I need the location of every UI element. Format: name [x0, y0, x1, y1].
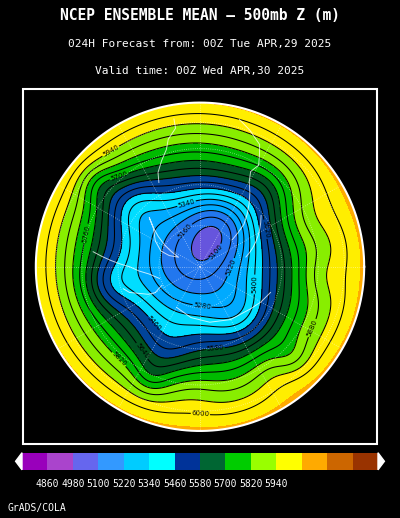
Point [197, 263, 203, 271]
Point [197, 263, 203, 271]
Point [197, 263, 203, 271]
Text: 5760: 5760 [81, 224, 91, 243]
Text: 5820: 5820 [110, 351, 127, 368]
Bar [200, 453, 226, 470]
Text: 5280: 5280 [193, 302, 211, 310]
Text: 5220: 5220 [225, 258, 237, 277]
Text: 5460: 5460 [163, 480, 186, 490]
Point [197, 263, 203, 271]
Text: 5940: 5940 [264, 480, 288, 490]
Text: 5400: 5400 [251, 276, 258, 293]
Point [197, 263, 203, 271]
Bar [327, 453, 352, 470]
Polygon shape [16, 453, 22, 470]
Point [197, 263, 203, 271]
Text: 024H Forecast from: 00Z Tue APR,29 2025: 024H Forecast from: 00Z Tue APR,29 2025 [68, 38, 332, 49]
Bar [149, 453, 174, 470]
Point [197, 263, 203, 271]
Point [197, 263, 203, 271]
Point [197, 263, 203, 271]
Point [197, 263, 203, 271]
Point [197, 263, 203, 271]
Text: 5580: 5580 [206, 345, 224, 352]
Bar [22, 453, 48, 470]
Text: 4980: 4980 [61, 480, 85, 490]
Polygon shape [378, 453, 384, 470]
Point [197, 263, 203, 271]
Point [197, 263, 203, 271]
Bar [174, 453, 200, 470]
Point [197, 263, 203, 271]
Point [197, 263, 203, 271]
Point [197, 263, 203, 271]
Point [197, 263, 203, 271]
Text: 5820: 5820 [239, 480, 263, 490]
Point [197, 263, 203, 271]
Bar [48, 453, 73, 470]
Text: 5940: 5940 [102, 144, 120, 158]
Point [197, 263, 203, 271]
Text: Valid time: 00Z Wed APR,30 2025: Valid time: 00Z Wed APR,30 2025 [95, 66, 305, 76]
Text: 5340: 5340 [177, 198, 196, 209]
Text: GrADS/COLA: GrADS/COLA [8, 503, 67, 513]
Bar [226, 453, 251, 470]
Point [197, 263, 203, 271]
Point [197, 263, 203, 271]
Point [197, 263, 203, 271]
Point [197, 263, 203, 271]
Text: 5640: 5640 [134, 342, 150, 360]
Text: 5160: 5160 [177, 222, 193, 240]
Text: 5700: 5700 [214, 480, 237, 490]
Bar [73, 453, 98, 470]
Bar [276, 453, 302, 470]
Bar [251, 453, 276, 470]
Text: 5100: 5100 [208, 243, 224, 261]
Point [197, 263, 203, 271]
Point [197, 263, 203, 271]
Text: 5220: 5220 [112, 480, 136, 490]
Point [197, 263, 203, 271]
Bar [124, 453, 149, 470]
Point [197, 263, 203, 271]
Point [197, 263, 203, 271]
Bar [352, 453, 378, 470]
Text: 5460: 5460 [146, 315, 162, 332]
Text: 5580: 5580 [188, 480, 212, 490]
Point [197, 263, 203, 271]
Text: 5100: 5100 [86, 480, 110, 490]
Text: NCEP ENSEMBLE MEAN – 500mb Z (m): NCEP ENSEMBLE MEAN – 500mb Z (m) [60, 8, 340, 23]
Text: 5880: 5880 [306, 319, 318, 338]
Point [197, 263, 203, 271]
Text: 5340: 5340 [137, 480, 161, 490]
Bar [98, 453, 124, 470]
Text: 6000: 6000 [191, 410, 210, 418]
Text: 5700: 5700 [110, 171, 128, 182]
Text: 5520: 5520 [261, 220, 270, 238]
Bar [302, 453, 327, 470]
Point [197, 263, 203, 271]
Point [197, 263, 203, 271]
Point [197, 263, 203, 271]
Text: 4860: 4860 [36, 480, 59, 490]
Point [197, 263, 203, 271]
